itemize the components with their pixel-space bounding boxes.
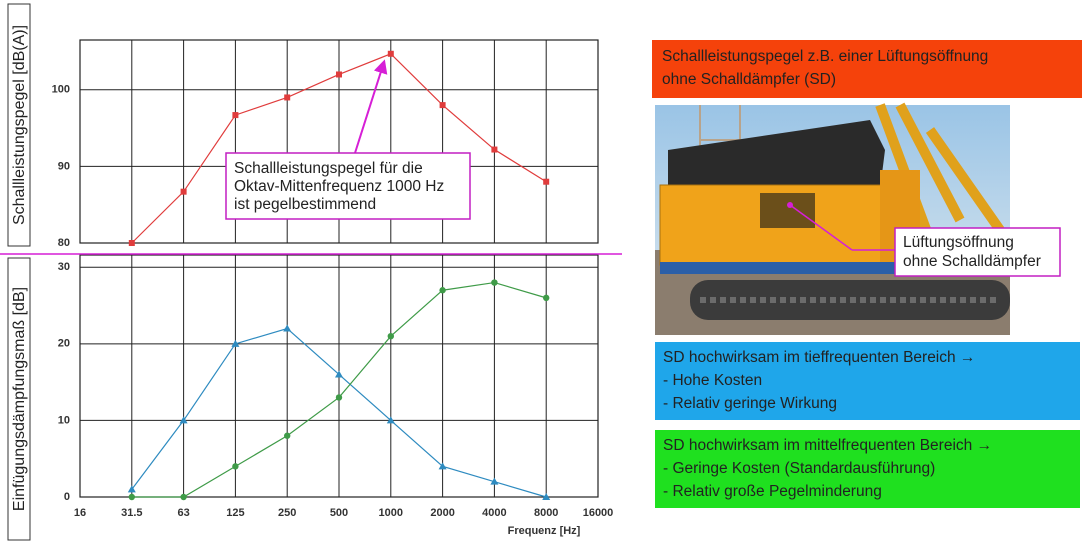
marker xyxy=(490,477,499,485)
photo xyxy=(655,102,1010,335)
marker xyxy=(283,324,292,332)
y-tick-label: 100 xyxy=(52,84,70,96)
x-tick-label: 16 xyxy=(74,507,86,519)
x-tick-label: 1000 xyxy=(379,507,403,519)
annotation-arrow xyxy=(354,59,388,154)
box-text: SD hochwirksam im tieffrequenten Bereich… xyxy=(663,349,975,366)
label-frame xyxy=(7,257,31,541)
annotation-text: Schallleistungspegel für die xyxy=(234,160,423,177)
marker xyxy=(180,188,187,195)
marker xyxy=(231,339,240,347)
y-tick-label: 30 xyxy=(58,261,70,273)
x-tick-label: 31.5 xyxy=(121,507,142,519)
x-tick-label: 16000 xyxy=(583,507,614,519)
marker xyxy=(387,332,394,340)
marker xyxy=(491,146,498,153)
marker xyxy=(232,463,239,470)
y-tick-label: 20 xyxy=(58,338,70,350)
annotation-text: ist pegelbestimmend xyxy=(234,196,376,213)
blue-box xyxy=(655,342,1080,420)
box-text: ohne Schalldämpfer (SD) xyxy=(662,71,836,88)
marker xyxy=(128,240,135,246)
marker xyxy=(284,432,291,439)
box-text: - Geringe Kosten (Standardausführung) xyxy=(663,460,935,477)
marker xyxy=(128,493,135,501)
marker xyxy=(543,294,550,302)
y-tick-label: 90 xyxy=(58,160,70,172)
marker xyxy=(439,287,446,294)
marker xyxy=(491,279,498,286)
x-tick-label: 250 xyxy=(278,507,296,519)
callout-line xyxy=(789,204,853,251)
marker xyxy=(335,370,343,378)
box-text: - Relativ große Pegelminderung xyxy=(663,483,882,500)
marker xyxy=(542,493,551,500)
marker xyxy=(387,50,394,57)
marker xyxy=(127,485,136,493)
y-tick-label: 10 xyxy=(58,414,70,426)
y-axis-label: Einfügungsdämpfungsmaß [dB] xyxy=(11,287,28,511)
callout-dot xyxy=(787,202,793,208)
marker xyxy=(336,71,342,78)
box-text: Schallleistungspegel z.B. einer Lüftungs… xyxy=(662,48,988,65)
label-frame xyxy=(7,3,31,247)
marker xyxy=(386,416,395,424)
box-text: SD hochwirksam im mittelfrequenten Berei… xyxy=(663,437,992,454)
y-tick-label: 0 xyxy=(64,491,70,503)
y-tick-label: 80 xyxy=(58,237,70,249)
x-tick-label: 63 xyxy=(177,507,189,519)
photo-label xyxy=(894,227,1061,277)
red-box xyxy=(652,40,1082,98)
marker xyxy=(335,394,343,401)
marker xyxy=(284,94,291,101)
green-box xyxy=(655,430,1080,508)
marker xyxy=(232,112,239,119)
box-text: - Hohe Kosten xyxy=(663,372,762,389)
marker xyxy=(438,462,447,470)
x-tick-label: 2000 xyxy=(430,507,454,519)
marker xyxy=(439,102,446,109)
x-tick-label: 8000 xyxy=(534,507,558,519)
marker xyxy=(180,493,187,501)
x-tick-label: 4000 xyxy=(482,507,506,519)
annotation-box xyxy=(225,152,471,220)
x-tick-label: 125 xyxy=(226,507,244,519)
box-text: - Relativ geringe Wirkung xyxy=(663,395,837,412)
annotation-text: Oktav-Mittenfrequenz 1000 Hz xyxy=(234,178,444,195)
y-axis-label: Schallleistungspegel [dB(A)] xyxy=(11,25,28,225)
marker xyxy=(543,178,550,185)
x-axis-label: Frequenz [Hz] xyxy=(508,525,581,537)
photo-label-text: ohne Schalldämpfer xyxy=(903,253,1041,270)
x-tick-label: 500 xyxy=(330,507,348,519)
marker xyxy=(179,416,188,424)
photo-label-text: Lüftungsöffnung xyxy=(903,234,1014,251)
